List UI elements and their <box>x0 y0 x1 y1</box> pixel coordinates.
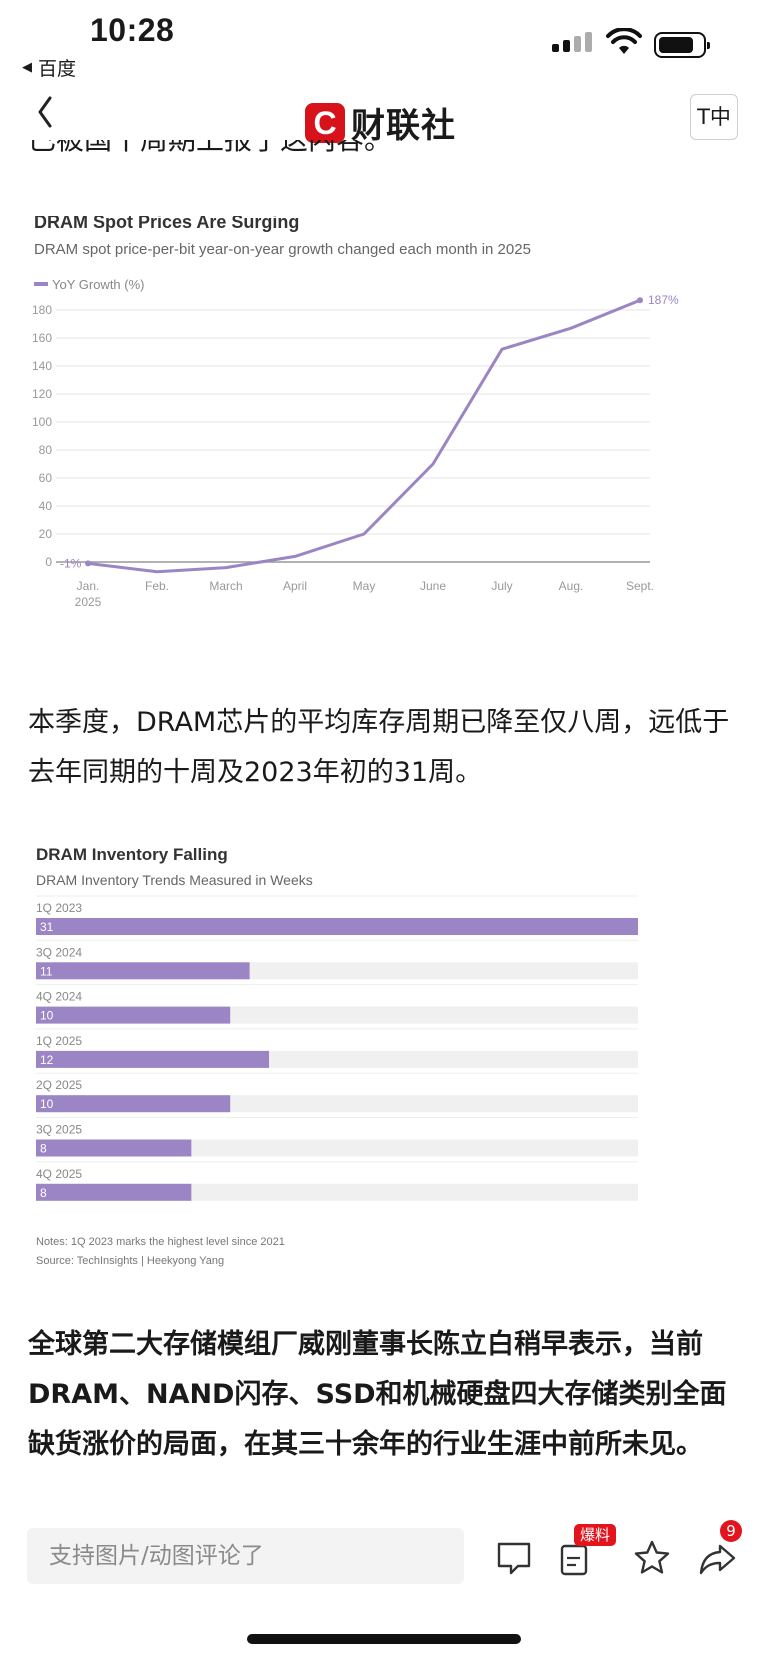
chart1-first-label: -1% <box>60 556 82 570</box>
chart2-category-label: 3Q 2024 <box>36 945 82 959</box>
chart2-bar <box>36 1050 270 1068</box>
chart2-bar-value: 8 <box>40 1186 47 1200</box>
clipped-text-line: 已被国十周期上报了这内容。 <box>28 140 728 168</box>
share-icon[interactable] <box>698 1538 738 1578</box>
chart1-y-tick: 40 <box>39 499 53 513</box>
chart2-bar <box>36 918 638 935</box>
article-paragraph-bold: 全球第二大存储模组厂威刚董事长陈立白稍早表示，当前DRAM、NAND闪存、SSD… <box>28 1329 727 1460</box>
brand-mark-icon: C <box>305 102 345 143</box>
chart2-bar <box>36 1095 231 1113</box>
share-count-badge: 9 <box>720 1520 742 1542</box>
chart1-legend-label: YoY Growth (%) <box>52 277 145 292</box>
brand-name: 财联社 <box>351 106 456 146</box>
back-app-label: 百度 <box>38 58 77 80</box>
chart2-bar-value: 10 <box>40 1009 54 1023</box>
chart2-bar-value: 31 <box>40 920 54 934</box>
line-chart-dram-spot-prices: DRAM Spot Prices Are Surging DRAM spot p… <box>32 216 679 609</box>
chart2-category-label: 4Q 2024 <box>36 990 82 1004</box>
comment-icon[interactable] <box>494 1538 534 1578</box>
chart2-category-label: 2Q 2025 <box>36 1078 82 1092</box>
chart2-bar <box>36 962 250 980</box>
chart1-x-tick: July <box>491 579 512 593</box>
chart1-y-tick: 60 <box>39 471 53 485</box>
baoliao-badge[interactable]: 爆料 <box>574 1524 617 1546</box>
chart2-category-label: 1Q 2025 <box>36 1034 82 1048</box>
clipped-text: 已被国十周期上报了这内容。 <box>28 140 728 158</box>
chart1-y-tick: 0 <box>45 555 52 569</box>
back-triangle-icon: ◀ <box>22 60 32 75</box>
chart2-bar-value: 10 <box>40 1097 54 1111</box>
chart2-bar-value: 12 <box>40 1053 54 1067</box>
chart1-y-tick: 100 <box>32 415 52 429</box>
chart2-bar <box>36 1139 192 1157</box>
comment-input[interactable]: 支持图片/动图评论了 <box>27 1528 464 1584</box>
chart1-x-tick: April <box>283 579 307 593</box>
chart2-category-label: 4Q 2025 <box>36 1167 82 1181</box>
font-size-toggle-button[interactable]: T中 <box>690 94 738 140</box>
chart1-y-tick: 120 <box>32 387 52 401</box>
report-icon[interactable] <box>556 1538 596 1578</box>
home-indicator <box>247 1634 521 1644</box>
chart1-y-tick: 140 <box>32 359 52 373</box>
chart1-y-tick: 80 <box>39 443 53 457</box>
chart1-series-line <box>87 298 641 574</box>
cellular-signal-icon <box>552 32 592 52</box>
chart2-bar-value: 8 <box>40 1142 47 1156</box>
wifi-icon <box>606 28 642 54</box>
chart1-y-tick: 160 <box>32 331 52 345</box>
back-arrow-icon[interactable] <box>36 92 76 132</box>
chart1-point <box>637 297 643 304</box>
status-time: 10:28 <box>90 12 175 48</box>
chart1-y-tick: 180 <box>32 303 52 317</box>
chart2-subtitle: DRAM Inventory Trends Measured in Weeks <box>36 872 313 888</box>
battery-icon <box>654 32 710 58</box>
chart1-x-tick: Jan. <box>77 579 100 593</box>
chart1-x-tick: May <box>353 579 376 593</box>
chart2-bar-value: 11 <box>40 964 53 978</box>
chart2-category-label: 3Q 2025 <box>36 1123 82 1137</box>
chart1-point <box>85 560 91 567</box>
article-paragraph: 本季度，DRAM芯片的平均库存周期已降至仅八周，远低于去年同期的十周及2023年… <box>28 707 730 788</box>
chart1-subtitle: DRAM spot price-per-bit year-on-year gro… <box>34 241 531 258</box>
chart1-y-tick: 20 <box>39 527 53 541</box>
bar-chart-dram-inventory: DRAM Inventory Falling DRAM Inventory Tr… <box>36 845 638 1267</box>
chart2-source: Source: TechInsights | Heekyong Yang <box>36 1255 224 1267</box>
chart2-category-label: 1Q 2023 <box>36 901 82 915</box>
chart1-x-tick: June <box>420 579 446 593</box>
chart1-x-tick: March <box>209 579 242 593</box>
chart1-x-tick: Aug. <box>559 579 584 593</box>
chart2-bar <box>36 1183 192 1201</box>
chart1-title: DRAM Spot Prices Are Surging <box>34 216 299 232</box>
chart2-title: DRAM Inventory Falling <box>36 845 228 864</box>
back-to-app[interactable]: ◀ 百度 <box>22 54 76 81</box>
star-icon[interactable] <box>632 1538 672 1578</box>
chart1-x-tick: Feb. <box>145 579 169 593</box>
brand-logo: C 财联社 <box>305 98 456 147</box>
chart2-notes: Notes: 1Q 2023 marks the highest level s… <box>36 1236 285 1248</box>
chart1-last-label: 187% <box>648 293 679 307</box>
chart1-x-tick: 2025 <box>75 595 102 609</box>
chart2-bar <box>36 1006 231 1024</box>
chart1-x-tick: Sept. <box>626 579 654 593</box>
